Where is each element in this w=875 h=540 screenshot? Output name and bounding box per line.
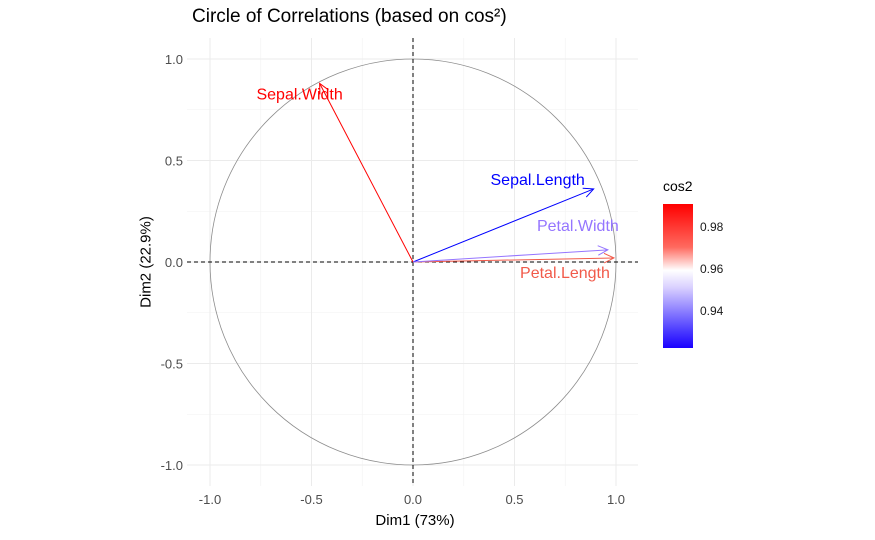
x-tick-label: -1.0 bbox=[199, 492, 221, 507]
variable-arrow bbox=[412, 257, 614, 263]
variable-arrowhead bbox=[582, 187, 595, 198]
legend-tick-label: 0.94 bbox=[700, 304, 724, 318]
variable-label: Sepal.Length bbox=[491, 172, 585, 189]
variable-labels: Sepal.Length Sepal.Width Petal.Length Petal… bbox=[256, 86, 618, 282]
y-tick-label: 0.0 bbox=[165, 255, 183, 270]
variable-arrow bbox=[412, 249, 608, 263]
variable-label: Petal.Width bbox=[537, 218, 619, 235]
y-tick-label: 1.0 bbox=[165, 52, 183, 67]
x-tick-labels: -1.0 -0.5 0.0 0.5 1.0 bbox=[199, 492, 625, 507]
legend-tick-label: 0.98 bbox=[700, 220, 724, 234]
chart-title: Circle of Correlations (based on cos²) bbox=[192, 6, 507, 27]
variable-arrows bbox=[319, 82, 616, 264]
x-tick-label: 0.5 bbox=[505, 492, 523, 507]
x-tick-label: 0.0 bbox=[404, 492, 422, 507]
y-tick-label: -0.5 bbox=[161, 357, 183, 372]
variable-arrow bbox=[412, 188, 594, 263]
x-tick-label: 1.0 bbox=[607, 492, 625, 507]
variable-label: Petal.Length bbox=[520, 265, 610, 282]
legend-colorbar bbox=[663, 204, 693, 348]
variable-arrowhead bbox=[319, 82, 329, 95]
x-axis-label: Dim1 (73%) bbox=[375, 512, 455, 529]
y-axis-label: Dim2 (22.9%) bbox=[137, 216, 155, 308]
x-tick-label: -0.5 bbox=[300, 492, 322, 507]
variable-arrowhead bbox=[603, 252, 616, 264]
y-tick-labels: -1.0 -0.5 0.0 0.5 1.0 bbox=[161, 52, 183, 473]
y-tick-label: -1.0 bbox=[161, 458, 183, 473]
variable-label: Sepal.Width bbox=[256, 86, 342, 103]
legend-title: cos2 bbox=[663, 178, 693, 194]
variable-arrow bbox=[319, 83, 414, 263]
variable-arrowhead bbox=[597, 245, 610, 256]
y-tick-label: 0.5 bbox=[165, 154, 183, 169]
legend-tick-label: 0.96 bbox=[700, 262, 724, 276]
